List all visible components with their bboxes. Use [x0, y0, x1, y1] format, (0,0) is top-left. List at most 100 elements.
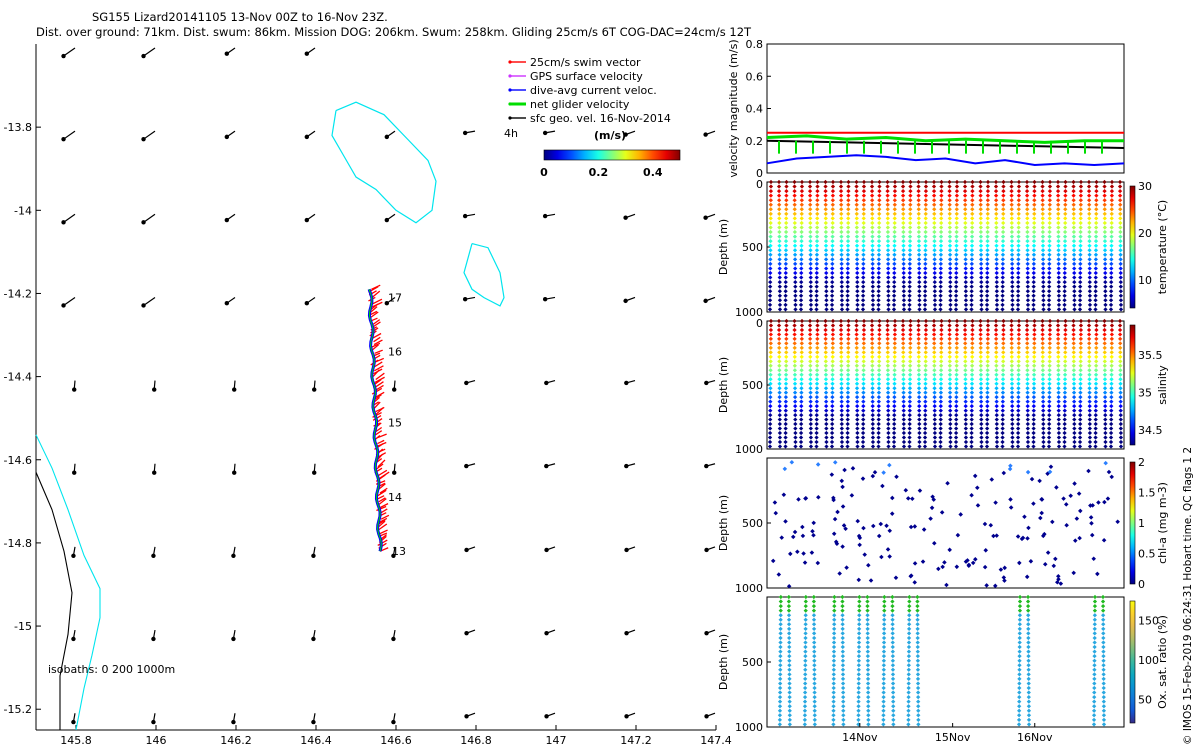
oxygen-sample — [907, 603, 912, 609]
temperature-sample — [1056, 211, 1061, 216]
oxygen-sample — [890, 681, 896, 686]
temperature-sample — [907, 266, 912, 271]
oxygen-sample — [1101, 699, 1106, 704]
temperature-sample — [1109, 279, 1114, 285]
geo-arrow-head — [304, 134, 310, 140]
temperature-sample — [855, 289, 860, 294]
salinity-sample — [1109, 327, 1115, 333]
temperature-sample — [845, 266, 850, 271]
oxygen-sample — [1101, 667, 1106, 672]
temperature-sample — [1055, 184, 1061, 189]
map-x-tick-label: 145.8 — [60, 734, 92, 747]
salinity-sample — [908, 327, 913, 333]
oxygen-sample — [1026, 699, 1031, 704]
temperature-sample — [885, 202, 890, 207]
salinity-sample — [1087, 408, 1092, 413]
salinity-sample — [793, 444, 798, 449]
geo-arrow-head — [703, 132, 708, 137]
salinity-sample — [1009, 386, 1015, 391]
temperature-sample — [1072, 302, 1077, 307]
temperature-sample — [1025, 298, 1031, 303]
oxygen-sample — [803, 599, 808, 604]
oxygen-sample — [777, 704, 783, 709]
temperature-sample — [768, 229, 773, 235]
temperature-sample — [1031, 257, 1037, 262]
salinity-sample — [901, 408, 906, 413]
temperature-sample — [1016, 248, 1021, 253]
salinity-sample — [938, 399, 943, 404]
salinity-sample — [1071, 368, 1077, 373]
oxygen-sample — [1092, 681, 1097, 686]
salinity-sample — [948, 399, 953, 404]
salinity-sample — [1000, 444, 1005, 449]
temperature-sample — [938, 257, 944, 262]
temperature-sample — [948, 279, 953, 285]
salinity-sample — [892, 408, 897, 413]
temperature-sample — [969, 239, 975, 244]
temperature-sample — [1047, 261, 1052, 267]
temperature-sample — [954, 289, 959, 294]
salinity-sample — [814, 403, 819, 409]
salinity-sample — [1109, 336, 1114, 342]
geo-arrow-head — [151, 636, 156, 642]
temperature-sample — [876, 261, 881, 267]
temperature-sample — [824, 307, 829, 312]
temperature-sample — [886, 289, 891, 294]
salinity-sample — [846, 336, 851, 342]
temperature-sample — [948, 289, 953, 294]
temperature-sample — [969, 229, 975, 235]
oxygen-colorbar-tick-label: 100 — [1138, 654, 1159, 667]
temperature-sample — [994, 279, 999, 285]
temperature-sample — [901, 216, 906, 221]
salinity-sample — [870, 350, 875, 355]
salinity-sample — [1016, 412, 1021, 418]
oxygen-sample — [907, 613, 912, 618]
temperature-sample — [1087, 293, 1093, 298]
temperature-sample — [1071, 188, 1076, 194]
temperature-sample — [814, 270, 819, 276]
temperature-sample — [1025, 279, 1030, 285]
geo-arrow — [63, 47, 76, 57]
oxygen-sample — [857, 622, 862, 627]
salinity-sample — [854, 350, 859, 355]
oxygen-sample — [1017, 685, 1022, 691]
temperature-sample — [830, 270, 835, 276]
salinity-sample — [1016, 390, 1021, 395]
salinity-sample — [908, 341, 913, 346]
salinity-sample — [876, 430, 881, 436]
salinity-sample — [808, 430, 814, 436]
temperature-sample — [1056, 257, 1061, 262]
salinity-sample — [1016, 386, 1021, 391]
temperature-sample — [1016, 211, 1021, 216]
temperature-sample — [768, 243, 773, 248]
oxygen-sample — [811, 608, 817, 613]
legend-label: GPS surface velocity — [530, 70, 643, 83]
temperature-sample — [970, 184, 975, 189]
temperature-sample — [1071, 248, 1077, 253]
salinity-sample — [1118, 390, 1123, 395]
salinity-sample — [954, 323, 960, 328]
temperature-sample — [808, 243, 813, 248]
temperature-sample — [908, 188, 913, 194]
chlorophyll-sample — [1103, 460, 1108, 466]
oxygen-sample — [891, 690, 896, 695]
temperature-sample — [823, 239, 829, 244]
salinity-sample — [824, 439, 829, 445]
salinity-sample — [963, 421, 968, 427]
temperature-sample — [1010, 261, 1015, 267]
oxygen-sample — [865, 594, 870, 600]
oxygen-sample — [840, 613, 845, 618]
temperature-sample — [783, 293, 788, 298]
temperature-sample — [839, 211, 844, 216]
salinity-sample — [985, 386, 990, 391]
geo-arrow-head — [703, 215, 708, 220]
oxygen-sample — [840, 617, 845, 622]
salinity-sample — [854, 318, 859, 324]
salinity-sample — [1040, 395, 1046, 400]
temperature-sample — [994, 248, 999, 253]
temperature-sample — [969, 243, 975, 248]
salinity-sample — [916, 323, 921, 328]
salinity-sample — [1032, 336, 1037, 342]
temperature-sample — [846, 188, 851, 194]
temperature-sample — [1078, 202, 1083, 207]
